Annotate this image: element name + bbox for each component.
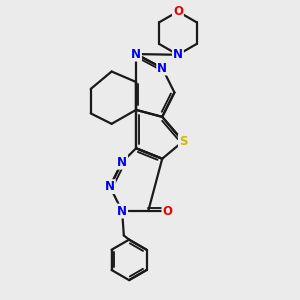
Text: N: N: [117, 156, 127, 169]
Text: O: O: [162, 205, 172, 218]
Text: N: N: [173, 48, 183, 61]
Text: S: S: [179, 135, 188, 148]
Text: N: N: [131, 48, 141, 61]
Text: N: N: [157, 61, 167, 74]
Text: O: O: [173, 5, 183, 18]
Text: N: N: [117, 205, 127, 218]
Text: N: N: [105, 180, 115, 193]
